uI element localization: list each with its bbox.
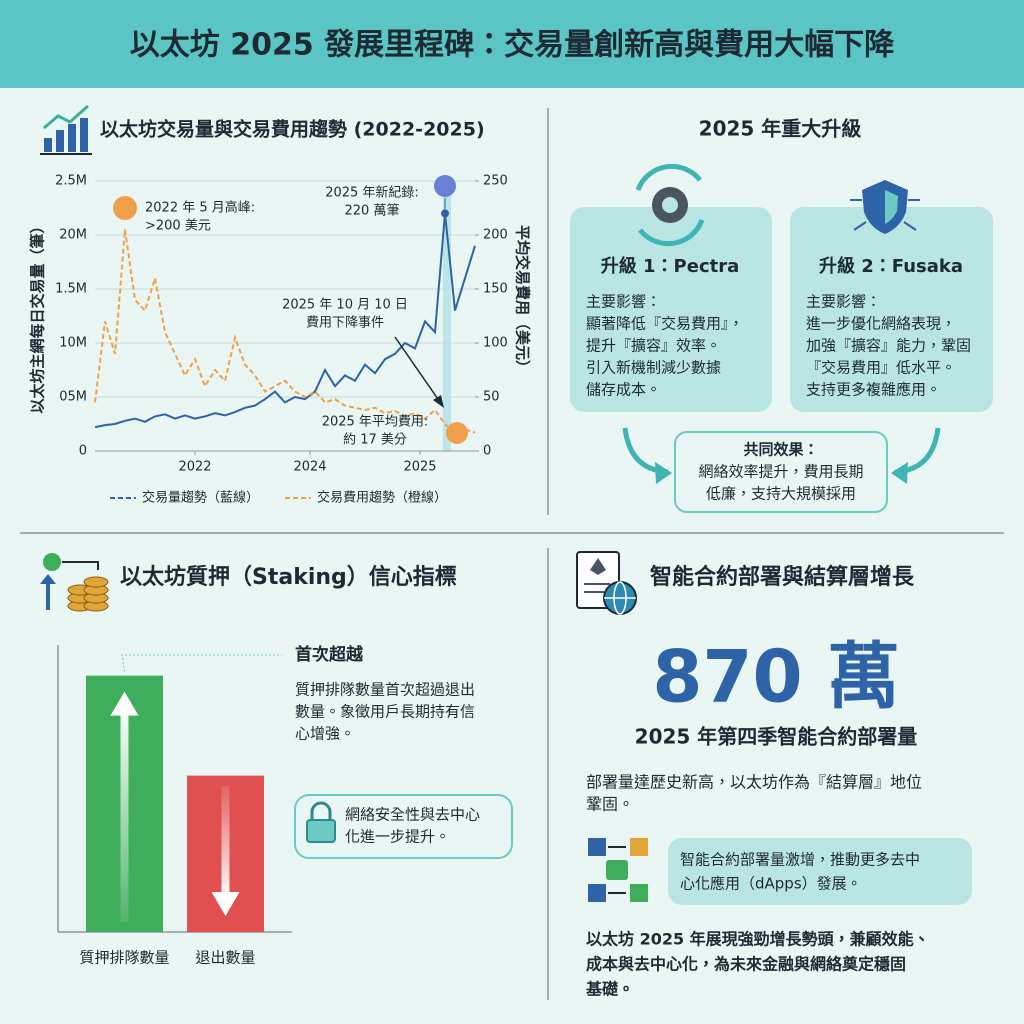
header-band xyxy=(0,0,1024,88)
header-title: 以太坊 2025 發展里程碑：交易量創新高與費用大幅下降 xyxy=(130,28,895,63)
x-tick-label: 退出數量 xyxy=(195,949,255,967)
conclusion-text: 成本與去中心化，為未來金融與網絡奠定穩固 xyxy=(586,955,906,974)
x-tick-label: 質押排隊數量 xyxy=(79,949,169,967)
bar-arrow xyxy=(120,713,129,922)
document-icon xyxy=(576,551,637,615)
chart-title: 以太坊質押（Staking）信心指標 xyxy=(120,564,457,590)
y-tick-label: 2.5M xyxy=(55,174,87,189)
annotation-text: 數量。象徵用戶長期持有信 xyxy=(295,703,475,721)
annotation-text: 2022 年 5 月高峰: xyxy=(145,200,255,216)
series-line xyxy=(94,229,476,434)
annotation-text: 約 17 美分 xyxy=(343,433,407,448)
upgrade-card xyxy=(570,207,772,412)
card-title: 升級 1：Pectra xyxy=(601,255,740,277)
arrow xyxy=(894,427,941,475)
y-tick-label: 05M xyxy=(59,390,87,405)
x-tick-label: 2024 xyxy=(293,460,326,475)
card-title: 升級 2：Fusaka xyxy=(819,255,963,277)
body-text: 部署量達歷史新高，以太坊作為『結算層』地位 xyxy=(586,773,922,792)
section-title: 2025 年重大升級 xyxy=(699,117,862,141)
y-axis-label: 以太坊主網每日交易量（筆） xyxy=(29,218,47,413)
card-text: 支持更多複雜應用。 xyxy=(806,381,941,399)
chart-title: 以太坊交易量與交易費用趨勢 (2022-2025) xyxy=(100,118,485,141)
x-tick-label: 2025 xyxy=(403,460,436,475)
legend-label: 交易量趨勢（藍線） xyxy=(142,490,259,506)
annotation-text: 心增強。 xyxy=(295,725,355,743)
card-text: 顯著降低『交易費用』， xyxy=(586,315,744,333)
x-tick-label: 2022 xyxy=(178,460,211,475)
annotation-arrowhead xyxy=(433,395,444,408)
gear-icon xyxy=(635,163,705,247)
annotation-title: 首次超越 xyxy=(295,644,364,665)
y2-tick-label: 150 xyxy=(483,282,508,297)
peak-icon xyxy=(113,196,137,220)
bar-arrow xyxy=(110,691,139,716)
callout-box xyxy=(668,838,972,905)
conclusion-text: 以太坊 2025 年展現強勁增長勢頭，兼顧效能、 xyxy=(586,930,930,949)
annotation-text: 2025 年平均費用: xyxy=(322,415,429,430)
arrow xyxy=(622,427,669,475)
annotation-text: 費用下降事件 xyxy=(306,316,384,331)
annotation-text: 220 萬筆 xyxy=(345,204,400,219)
y2-tick-label: 100 xyxy=(483,336,508,351)
leader-line xyxy=(121,654,282,672)
card-text: 儲存成本。 xyxy=(586,381,661,399)
callout-text: 智能合約部署量激增，推動更多去中 xyxy=(680,851,920,869)
card-text: 主要影響： xyxy=(586,293,661,311)
eth-icon xyxy=(434,175,456,197)
card-text: 提升『擴容』效率。 xyxy=(586,337,721,355)
y2-tick-label: 0 xyxy=(483,444,491,459)
callout-text: 心化應用（dApps）發展。 xyxy=(680,875,862,893)
card-text: 加強『擴容』能力，鞏固 xyxy=(806,337,971,355)
callout-text: 化進一步提升。 xyxy=(345,828,450,846)
annotation-text: 質押排隊數量首次超過退出 xyxy=(295,681,475,699)
coin-icon xyxy=(446,422,468,444)
common-text: 低廉，支持大規模採用 xyxy=(706,485,856,503)
annotation-text: 2025 年 10 月 10 日 xyxy=(282,298,408,313)
shield-icon xyxy=(850,180,920,234)
series-line xyxy=(94,213,476,429)
annotation-arrow xyxy=(394,336,441,403)
chart-icon xyxy=(40,104,92,155)
conclusion-text: 基礎。 xyxy=(585,980,634,999)
y-tick-label: 0 xyxy=(79,444,87,459)
y-tick-label: 20M xyxy=(59,228,87,243)
callout-box xyxy=(294,794,513,859)
common-text: 網絡效率提升，費用長期 xyxy=(698,463,863,481)
body-text: 鞏固。 xyxy=(586,795,634,814)
upgrade-card xyxy=(790,207,993,412)
big-number-caption: 2025 年第四季智能合約部署量 xyxy=(635,725,918,749)
card-text: 進一步優化網絡表現， xyxy=(806,315,956,333)
common-title: 共同效果： xyxy=(743,441,818,459)
card-text: 主要影響： xyxy=(806,293,881,311)
big-number: 870 萬 xyxy=(652,635,899,719)
section-title: 智能合約部署與結算層增長 xyxy=(650,564,915,590)
callout-text: 網絡安全性與去中心 xyxy=(345,806,480,824)
y2-tick-label: 250 xyxy=(483,174,508,189)
legend-label: 交易費用趨勢（橙線） xyxy=(317,490,447,506)
y2-axis-label: 平均交易費用（美元） xyxy=(514,225,532,375)
y-tick-label: 1.5M xyxy=(55,282,87,297)
annotation-text: 2025 年新紀錄: xyxy=(325,185,419,201)
y-tick-label: 10M xyxy=(59,336,87,351)
card-text: 『交易費用』低水平。 xyxy=(806,359,956,377)
staking-icon xyxy=(40,553,109,612)
lock-icon xyxy=(306,801,336,843)
common-box xyxy=(674,431,888,513)
arrow xyxy=(655,462,672,484)
annotation-text: >200 美元 xyxy=(145,219,211,234)
cubes-icon xyxy=(588,838,648,902)
card-text: 引入新機制減少數據 xyxy=(586,359,721,377)
highlight-band xyxy=(443,181,451,451)
bar-arrow xyxy=(211,892,240,916)
arrow xyxy=(891,462,908,484)
y2-tick-label: 200 xyxy=(483,228,508,243)
bar-arrow xyxy=(221,785,230,894)
y2-tick-label: 50 xyxy=(483,390,500,405)
